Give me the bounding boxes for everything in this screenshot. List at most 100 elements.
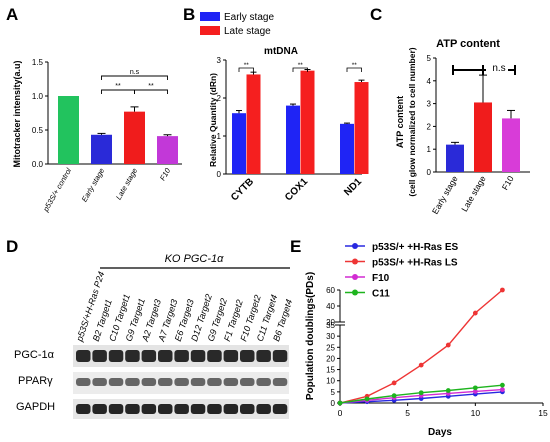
blot-band	[223, 404, 239, 414]
blot-band	[125, 404, 140, 414]
blot-band	[190, 404, 206, 414]
chart-e-legend-label-p53s-h-ras-es: p53S/+ +H-Ras ES	[372, 242, 458, 253]
chart-e-point-c11	[500, 382, 505, 388]
blot-row-label-ppary: PPARγ	[18, 375, 53, 387]
chart-a-ytick-label: 1.0	[32, 92, 44, 101]
blot-band	[108, 404, 124, 414]
chart-e-legend-marker-p53s-h-ras-ls	[352, 258, 358, 265]
chart-b-ytick-label: 3	[217, 56, 222, 65]
blot-band	[174, 404, 189, 414]
chart-e-xtick-label: 0	[338, 408, 343, 418]
blot-band	[174, 378, 189, 386]
blot-band	[141, 378, 157, 386]
blot-band	[207, 350, 222, 362]
chart-c-bar-f10	[502, 118, 520, 172]
chart-e-point-f10	[500, 387, 505, 393]
blot-band	[207, 404, 222, 414]
blot-band	[158, 350, 173, 362]
chart-e-point-p53s-h-ras-ls	[445, 342, 451, 348]
chart-b-ytick-label: 2	[217, 94, 222, 103]
chart-b-ytick-label: 0	[217, 170, 222, 179]
chart-b-bar-cytb-late-stage	[246, 74, 261, 174]
chart-e-legend-label-f10: F10	[372, 273, 390, 284]
blot-band	[256, 404, 271, 414]
chart-b-bar-cox1-late-stage	[300, 70, 315, 174]
chart-a: Mitotracker intensity(a.u) 0.00.51.01.5 …	[12, 58, 182, 214]
blot-band	[256, 350, 271, 362]
chart-e-legend-marker-p53s-h-ras-es	[352, 243, 358, 249]
blot-band	[272, 350, 288, 362]
chart-b-bar-cox1-early-stage	[286, 105, 300, 174]
chart-e-point-c11	[472, 385, 478, 391]
chart-c-ylabel2: (cell glow normalized to cell number)	[407, 47, 417, 196]
blot-band	[92, 350, 107, 362]
blot-band	[125, 350, 140, 362]
chart-a-ylabel: Mitotracker intensity(a.u)	[12, 60, 22, 167]
chart-e-point-c11	[364, 396, 370, 402]
chart-b-bar-nd1-early-stage	[340, 123, 354, 174]
panel-label-d: D	[6, 237, 18, 256]
chart-e-xtick-label: 10	[471, 408, 481, 418]
chart-b-ylabel: Relative Quantity (dRn)	[208, 73, 218, 167]
blot-band	[272, 404, 288, 414]
chart-a-bar-late-stage	[124, 111, 145, 164]
blot-band	[108, 350, 124, 362]
chart-a-xtick-label: F10	[158, 166, 173, 182]
chart-b-sig-label: **	[352, 62, 358, 69]
chart-e-ylabel: Population doublings(PDs)	[305, 272, 316, 400]
chart-e-ytick-label-lower: 5	[331, 388, 336, 397]
blot-row-label-gapdh: GAPDH	[16, 401, 55, 413]
chart-b-sig-bracket	[346, 67, 362, 72]
chart-b-xtick-label-cox1: COX1	[283, 176, 310, 203]
chart-a-ytick-label: 0.0	[32, 160, 44, 169]
blot-band	[158, 404, 173, 414]
blot-band	[174, 350, 189, 362]
chart-a-xtick-label: Early stage	[80, 167, 107, 204]
panel-label-e: E	[290, 237, 301, 256]
blot-band	[272, 378, 288, 386]
chart-e-point-c11	[391, 393, 397, 399]
chart-c-sig-label: n.s	[492, 63, 505, 74]
blot-band	[92, 378, 107, 386]
chart-c-sig-label-bg	[486, 62, 508, 73]
chart-b-legend-swatch-late-stage	[200, 26, 220, 35]
chart-e-xlabel: Days	[428, 427, 452, 438]
blot-band	[92, 404, 107, 414]
chart-c-ytick-label: 5	[427, 54, 432, 63]
chart-b: mtDNA Relative Quantity (dRn) Early stag…	[200, 12, 369, 203]
chart-c-ylabel: ATP content	[395, 96, 405, 148]
chart-e-ytick-label-upper: 40	[326, 302, 335, 311]
chart-e-ytick-label-lower: 25	[326, 343, 335, 352]
chart-e-ytick-label-lower: 15	[326, 366, 335, 375]
chart-a-xtick-label: Late stage	[114, 167, 139, 202]
chart-e-ytick-label-lower: 0	[331, 399, 336, 408]
panel-label-a: A	[6, 5, 18, 24]
chart-b-xtick-label-nd1: ND1	[342, 176, 364, 198]
chart-e-point-c11	[337, 400, 343, 406]
chart-a-bar-f10	[157, 136, 178, 164]
chart-a-sig-label: **	[115, 83, 121, 90]
chart-e-legend-marker-f10	[352, 274, 358, 280]
chart-e-legend-label-c11: C11	[372, 289, 390, 300]
chart-a-sig-bracket	[134, 89, 168, 94]
chart-a-bar-p53s-control	[58, 96, 79, 164]
chart-e-point-p53s-h-ras-ls	[391, 380, 397, 386]
chart-e: Population doublings(PDs) Days 20 40 60 0 5 1…	[305, 242, 548, 438]
chart-e-ytick-label-lower: 10	[326, 377, 335, 386]
chart-e-point-c11	[418, 390, 424, 396]
blot-band	[125, 378, 140, 386]
chart-c-ytick-label: 0	[427, 168, 432, 177]
chart-e-ytick-label-lower: 20	[326, 354, 335, 363]
chart-c-title: ATP content	[436, 38, 500, 50]
chart-e-point-p53s-h-ras-ls	[472, 310, 478, 316]
chart-a-xtick-label: p53S/+ control	[41, 166, 74, 214]
blot-band	[223, 350, 239, 362]
chart-e-ytick-label-upper: 20	[326, 318, 335, 327]
chart-c-xtick-label-late-stage: Late stage	[459, 174, 488, 214]
chart-b-title: mtDNA	[264, 46, 298, 57]
blot-band	[190, 350, 206, 362]
blot-band	[240, 350, 255, 362]
chart-e-ytick-label-lower: 35	[326, 321, 335, 330]
